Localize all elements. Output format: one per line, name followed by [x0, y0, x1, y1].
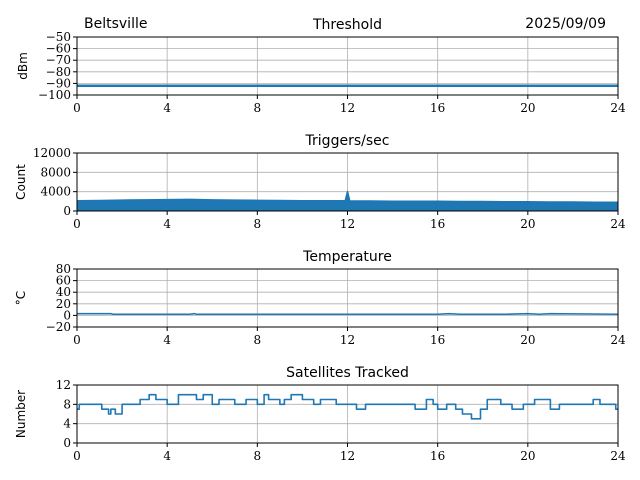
x-tick-label: 16: [430, 449, 445, 463]
x-tick-label: 12: [340, 101, 355, 115]
x-tick-label: 24: [610, 217, 626, 231]
y-tick-label: −90: [46, 76, 71, 90]
date-label: 2025/09/09: [525, 16, 606, 32]
series-area: [77, 191, 618, 211]
x-tick-label: 8: [254, 333, 262, 347]
panel-1: 0 4 8 12 16 20 24 −100−90−80−70−60−50 Threshold d…: [16, 17, 626, 115]
x-tick-label: 0: [73, 101, 81, 115]
x-tick-label: 4: [163, 217, 171, 231]
panel-title: Triggers/sec: [305, 133, 390, 149]
y-tick-label: 40: [56, 285, 71, 299]
y-tick-label: −100: [38, 88, 71, 102]
x-tick-label: 4: [163, 333, 171, 347]
x-tick-label: 8: [254, 217, 262, 231]
x-tick-label: 20: [520, 449, 535, 463]
x-tick-label: 24: [610, 333, 626, 347]
y-axis-label: Number: [14, 390, 28, 438]
series-line: [77, 312, 619, 316]
y-tick-label: −70: [46, 53, 71, 67]
y-tick-label: 12: [56, 378, 71, 392]
y-tick-label: 0: [63, 436, 71, 450]
x-tick-label: 8: [254, 449, 262, 463]
y-tick-label: 8: [63, 397, 71, 411]
x-tick-label: 0: [73, 217, 81, 231]
x-tick-label: 4: [163, 101, 171, 115]
y-tick-label: 80: [56, 262, 71, 276]
y-tick-label: 4000: [40, 185, 71, 199]
x-tick-label: 20: [520, 217, 535, 231]
x-tick-label: 4: [163, 449, 171, 463]
y-tick-label: 60: [56, 274, 71, 288]
y-tick-label: −50: [46, 30, 71, 44]
y-tick-label: 20: [56, 297, 71, 311]
x-tick-label: 12: [340, 449, 355, 463]
x-tick-label: 24: [610, 101, 626, 115]
x-tick-label: 16: [430, 217, 445, 231]
location-label: Beltsville: [84, 16, 147, 32]
panel-title: Satellites Tracked: [286, 365, 409, 381]
x-tick-label: 20: [520, 333, 535, 347]
panel-title: Temperature: [302, 249, 392, 265]
x-tick-label: 16: [430, 101, 445, 115]
y-tick-label: −20: [46, 320, 71, 334]
panel-title: Threshold: [312, 17, 382, 33]
panel-4: 0 4 8 12 16 20 24 0 4 8 12 Satellites Tracked Number: [14, 365, 626, 463]
y-tick-label: 8000: [40, 165, 71, 179]
y-tick-label: −80: [46, 65, 71, 79]
x-tick-label: 16: [430, 333, 445, 347]
x-tick-label: 12: [340, 333, 355, 347]
x-tick-label: 24: [610, 449, 626, 463]
y-axis-label: Count: [14, 164, 28, 200]
series-line: [77, 393, 618, 420]
x-tick-label: 0: [73, 333, 81, 347]
panel-2: 0 4 8 12 16 20 24 0 4000 8000 12000 Triggers/sec Cou…: [14, 133, 626, 231]
y-axis-label: °C: [14, 291, 28, 305]
x-tick-label: 20: [520, 101, 535, 115]
y-tick-label: 0: [63, 204, 71, 218]
series-line: [76, 190, 618, 204]
y-tick-label: 0: [63, 308, 71, 322]
y-tick-label: −60: [46, 42, 71, 56]
y-tick-label: 4: [63, 417, 71, 431]
y-axis-label: dBm: [16, 52, 30, 80]
y-tick-label: 12000: [33, 146, 71, 160]
x-tick-label: 8: [254, 101, 262, 115]
x-tick-label: 12: [340, 217, 355, 231]
x-tick-label: 0: [73, 449, 81, 463]
